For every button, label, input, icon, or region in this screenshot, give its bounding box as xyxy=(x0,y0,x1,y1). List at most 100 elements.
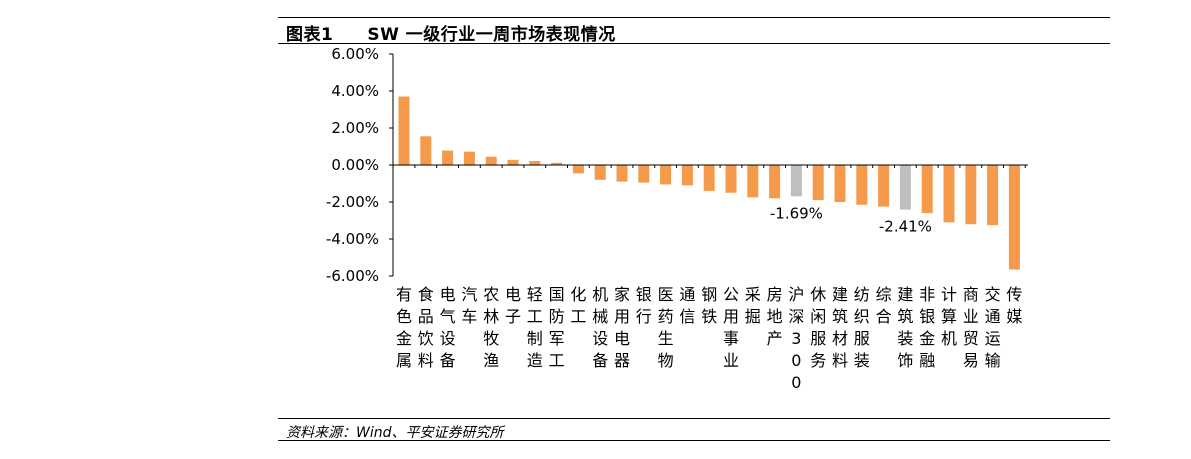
category-label-char: 0 xyxy=(791,373,801,392)
y-tick-label: 4.00% xyxy=(331,82,379,100)
category-label-char: 事 xyxy=(723,329,739,348)
bar-5 xyxy=(507,159,519,165)
bar-2 xyxy=(442,150,454,165)
category-label-char: 采 xyxy=(745,285,761,304)
figure-title-text: SW 一级行业一周市场表现情况 xyxy=(367,25,616,45)
category-label-char: 交 xyxy=(985,285,1001,304)
category-label-char: 通 xyxy=(985,307,1001,326)
bar-18 xyxy=(790,165,802,197)
category-label-char: 材 xyxy=(832,329,848,348)
category-label-char: 深 xyxy=(788,307,804,326)
category-label-char: 行 xyxy=(636,307,652,326)
category-label-char: 合 xyxy=(876,307,892,326)
axes-group xyxy=(389,53,1028,277)
bar-11 xyxy=(638,165,650,183)
bar-26 xyxy=(965,165,977,225)
category-label-char: 牧 xyxy=(483,329,499,348)
category-labels: 有色金属食品饮料电气设备汽车农林牧渔电子轻工制造国防军工化工机械设备家用电器银行… xyxy=(396,285,1022,392)
category-label-char: 银 xyxy=(636,285,652,304)
category-label-char: 公 xyxy=(723,285,739,304)
figure-number: 图表1 xyxy=(286,25,334,45)
category-label-char: 商 xyxy=(963,285,979,304)
category-label-char: 饰 xyxy=(897,351,913,370)
bars-group xyxy=(398,96,1020,270)
category-label-char: 轻 xyxy=(527,285,543,304)
category-label-char: 属 xyxy=(396,351,412,370)
category-label-char: 业 xyxy=(963,307,979,326)
category-label-char: 品 xyxy=(418,307,434,326)
category-label-char: 备 xyxy=(592,351,608,370)
bar-1 xyxy=(420,136,432,165)
bar-20 xyxy=(834,165,846,202)
category-label-char: 3 xyxy=(791,329,801,348)
bar-27 xyxy=(987,165,999,226)
category-label-char: 纺 xyxy=(854,285,870,304)
y-tick-label: 2.00% xyxy=(331,119,379,137)
category-label-char: 融 xyxy=(919,351,935,370)
category-label-char: 工 xyxy=(549,351,565,370)
y-tick-labels: 6.00% 4.00% 2.00% 0.00% -2.00% -4.00% -6.00% xyxy=(326,45,379,285)
category-label-char: 电 xyxy=(614,329,630,348)
category-label-char: 设 xyxy=(592,329,608,348)
category-label-char: 织 xyxy=(854,307,870,326)
source-top-rule xyxy=(278,418,1110,419)
category-label-char: 装 xyxy=(854,351,870,370)
bar-19 xyxy=(812,165,824,201)
category-label-char: 化 xyxy=(570,285,586,304)
category-label-char: 国 xyxy=(549,285,565,304)
bar-28 xyxy=(1008,165,1020,270)
category-label-char: 闲 xyxy=(810,307,826,326)
bar-6 xyxy=(529,160,541,165)
category-label-char: 务 xyxy=(810,351,826,370)
category-label-char: 筑 xyxy=(897,307,913,326)
category-label-char: 服 xyxy=(854,329,870,348)
category-label-char: 媒 xyxy=(1006,307,1022,326)
source-note: 资料来源：Wind、平安证券研究所 xyxy=(286,425,504,441)
category-label-char: 服 xyxy=(810,329,826,348)
category-label-char: 信 xyxy=(679,307,695,326)
data-label: -2.41% xyxy=(879,218,932,236)
top-rule xyxy=(278,17,1110,18)
figure-title: 图表1 SW 一级行业一周市场表现情况 xyxy=(286,20,616,45)
category-label-char: 装 xyxy=(897,329,913,348)
y-tick-label: -4.00% xyxy=(326,230,379,248)
category-label-char: 综 xyxy=(876,285,892,304)
category-label-char: 易 xyxy=(963,351,979,370)
category-label-char: 生 xyxy=(658,329,674,348)
category-label-char: 贸 xyxy=(963,329,979,348)
category-label-char: 金 xyxy=(919,329,935,348)
category-label-char: 家 xyxy=(614,285,630,304)
category-label-char: 沪 xyxy=(788,285,804,304)
bar-12 xyxy=(660,165,672,185)
category-label-char: 非 xyxy=(919,285,935,304)
category-label-char: 汽 xyxy=(461,285,477,304)
source-bottom-rule xyxy=(278,440,1110,441)
category-label-char: 渔 xyxy=(483,351,499,370)
category-label-char: 色 xyxy=(396,307,412,326)
category-label-char: 建 xyxy=(897,285,913,304)
title-underline xyxy=(278,43,1110,44)
bar-chart: 6.00% 4.00% 2.00% 0.00% -2.00% -4.00% -6.00% 有… xyxy=(326,45,1028,392)
bar-8 xyxy=(572,165,584,174)
bar-14 xyxy=(703,165,715,191)
bar-15 xyxy=(725,165,737,193)
category-label-char: 建 xyxy=(832,285,848,304)
category-label-char: 车 xyxy=(461,307,477,326)
category-label-char: 金 xyxy=(396,329,412,348)
y-tick-label: -6.00% xyxy=(326,267,379,285)
category-label-char: 机 xyxy=(592,285,608,304)
bar-22 xyxy=(878,165,890,207)
bar-10 xyxy=(616,165,628,182)
category-label-char: 运 xyxy=(985,329,1001,348)
category-label-char: 铁 xyxy=(701,307,717,326)
category-label-char: 电 xyxy=(505,285,521,304)
category-label-char: 饮 xyxy=(418,329,434,348)
category-label-char: 机 xyxy=(941,329,957,348)
bar-7 xyxy=(551,162,563,165)
bar-17 xyxy=(769,165,781,199)
category-label-char: 钢 xyxy=(701,285,717,304)
category-label-char: 筑 xyxy=(832,307,848,326)
category-label-char: 产 xyxy=(767,329,783,348)
category-label-char: 医 xyxy=(658,285,674,304)
category-label-char: 气 xyxy=(440,307,456,326)
